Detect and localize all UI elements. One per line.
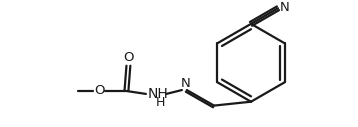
Text: O: O	[94, 84, 105, 98]
Text: N: N	[181, 77, 191, 90]
Text: N: N	[280, 1, 290, 14]
Text: NH: NH	[147, 87, 168, 101]
Text: H: H	[156, 96, 165, 109]
Text: O: O	[123, 51, 134, 64]
